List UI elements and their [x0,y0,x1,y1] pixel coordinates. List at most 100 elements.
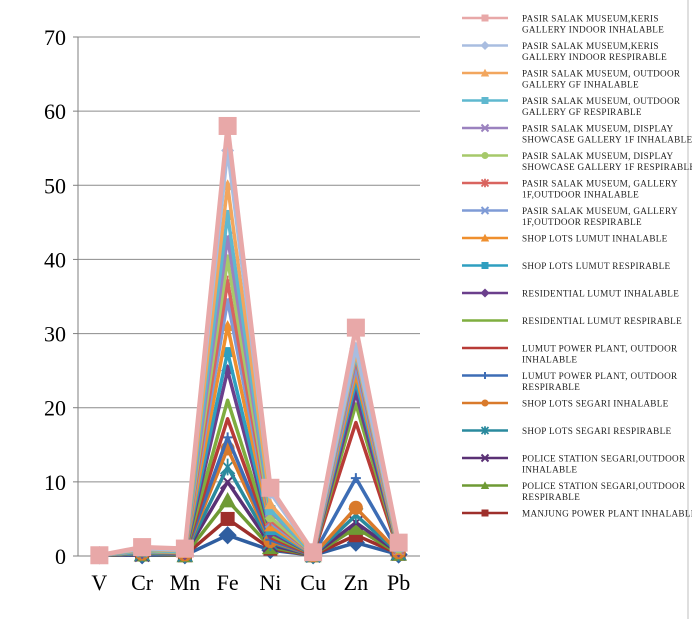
legend-item: PASIR SALAK MUSEUM, GALLERY 1F,OUTDOOR IN… [462,179,678,200]
legend-marker [481,152,489,159]
y-tick-label: 20 [44,396,66,421]
legend-item: POLICE STATION SEGARI,OUTDOOR INHALABLE [462,454,686,475]
y-tick-label: 40 [44,247,66,272]
legend-marker [481,372,489,379]
legend-item: SHOP LOTS LUMUT INHALABLE [462,233,668,244]
legend-item: PASIR SALAK MUSEUM, OUTDOOR GALLERY GF IN… [462,69,681,90]
legend-label: PASIR SALAK MUSEUM, GALLERY 1F,OUTDOOR RE… [522,206,678,227]
data-point [219,491,237,508]
data-point [346,533,365,552]
x-tick-label: Pb [387,570,410,595]
data-point [347,519,365,535]
legend-marker [480,206,490,215]
data-point [175,539,194,558]
legend-item: POLICE STATION SEGARI,OUTDOOR RESPIRABLE [462,481,686,502]
legend-item: LUMUT POWER PLANT, OUTDOOR INHALABLE [462,344,678,365]
data-point [90,546,109,565]
legend-item: PASIR SALAK MUSEUM, GALLERY 1F,OUTDOOR RE… [462,206,678,227]
x-tick-label: Zn [344,570,368,595]
x-tick-label: Cr [131,570,154,595]
data-point [222,209,233,220]
legend-item: PASIR SALAK MUSEUM, DISPLAY SHOWCASE GALL… [462,151,692,172]
data-point [261,478,280,497]
legend-item: SHOP LOTS SEGARI RESPIRABLE [462,426,672,436]
legend-marker [480,123,490,133]
legend-label: PASIR SALAK MUSEUM, DISPLAY SHOWCASE GALL… [522,151,692,172]
axes [73,0,689,619]
y-tick-label: 30 [44,322,66,347]
legend-label: LUMUT POWER PLANT, OUTDOOR INHALABLE [522,344,678,365]
legend-marker [480,426,490,435]
data-point [264,498,277,510]
legend-item: RESIDENTIAL LUMUT RESPIRABLE [462,316,682,326]
legend-marker [481,262,489,269]
legend-label: PASIR SALAK MUSEUM, OUTDOOR GALLERY GF RE… [522,96,681,117]
y-tick-label: 50 [44,173,66,198]
legend-marker [480,453,490,463]
legend-item: SHOP LOTS LUMUT RESPIRABLE [462,261,671,271]
x-tick-label: Fe [217,570,239,595]
legend-label: PASIR SALAK MUSEUM,KERIS GALLERY INDOOR R… [522,41,667,62]
legend-marker [481,399,489,407]
legend-marker [480,40,490,51]
data-point [346,318,365,337]
legend-label: MANJUNG POWER PLANT INHALABLE [522,509,692,519]
legend-marker [481,14,489,22]
legend-marker [481,509,489,517]
legend-marker [480,178,490,188]
legend-label: PASIR SALAK MUSEUM, OUTDOOR GALLERY GF IN… [522,69,681,90]
legend-label: RESIDENTIAL LUMUT INHALABLE [522,289,679,299]
x-tick-label: Cu [300,570,326,595]
data-point [389,533,408,552]
legend-label: SHOP LOTS SEGARI RESPIRABLE [522,426,672,436]
data-point [222,432,233,443]
x-tick-label: V [91,570,107,595]
legend-item: PASIR SALAK MUSEUM,KERIS GALLERY INDOOR R… [462,40,667,62]
legend-item: PASIR SALAK MUSEUM, DISPLAY SHOWCASE GALL… [462,124,692,145]
data-point [304,543,323,562]
legend-label: PASIR SALAK MUSEUM, DISPLAY SHOWCASE GALL… [522,124,692,145]
data-point [222,347,233,358]
data-point [348,500,363,515]
y-tick-label: 60 [44,99,66,124]
legend-label: PASIR SALAK MUSEUM,KERIS GALLERY INDOOR I… [522,14,664,35]
data-point [265,505,276,516]
data-point [133,538,152,557]
y-tick-label: 0 [55,544,66,569]
y-tick-label: 10 [44,470,66,495]
legend-item: SHOP LOTS SEGARI INHALABLE [462,399,669,409]
x-tick-label: Ni [259,570,281,595]
legend-marker [481,97,489,104]
legend-label: POLICE STATION SEGARI,OUTDOOR RESPIRABLE [522,481,686,502]
data-point [350,473,361,484]
legend-label: RESIDENTIAL LUMUT RESPIRABLE [522,316,682,326]
data-point [220,511,235,526]
legend-item: PASIR SALAK MUSEUM,KERIS GALLERY INDOOR I… [462,14,664,35]
legend-marker [480,481,490,489]
legend-marker [480,68,490,77]
x-axis-ticks: V Cr Mn Fe Ni Cu Zn Pb [91,570,410,595]
series-lines [90,116,408,565]
legend-item: MANJUNG POWER PLANT INHALABLE [462,509,692,519]
legend-label: SHOP LOTS LUMUT RESPIRABLE [522,261,671,271]
data-point [218,526,237,545]
legend-item: RESIDENTIAL LUMUT INHALABLE [462,288,679,299]
data-point [218,116,237,135]
legend-marker [480,288,490,298]
legend-item: PASIR SALAK MUSEUM, OUTDOOR GALLERY GF RE… [462,96,681,117]
legend: PASIR SALAK MUSEUM,KERIS GALLERY INDOOR I… [462,14,692,519]
legend-label: SHOP LOTS SEGARI INHALABLE [522,399,669,409]
legend-item: LUMUT POWER PLANT, OUTDOOR RESPIRABLE [462,371,678,392]
data-point [221,320,234,332]
legend-marker [480,233,490,242]
y-axis-ticks: 0 10 20 30 40 50 60 70 [44,25,66,569]
legend-label: PASIR SALAK MUSEUM, GALLERY 1F,OUTDOOR IN… [522,179,678,200]
y-tick-label: 70 [44,25,66,50]
legend-label: POLICE STATION SEGARI,OUTDOOR INHALABLE [522,454,686,475]
series-0 [90,116,408,565]
x-tick-label: Mn [170,570,201,595]
legend-label: SHOP LOTS LUMUT INHALABLE [522,234,668,244]
legend-label: LUMUT POWER PLANT, OUTDOOR RESPIRABLE [522,371,678,392]
